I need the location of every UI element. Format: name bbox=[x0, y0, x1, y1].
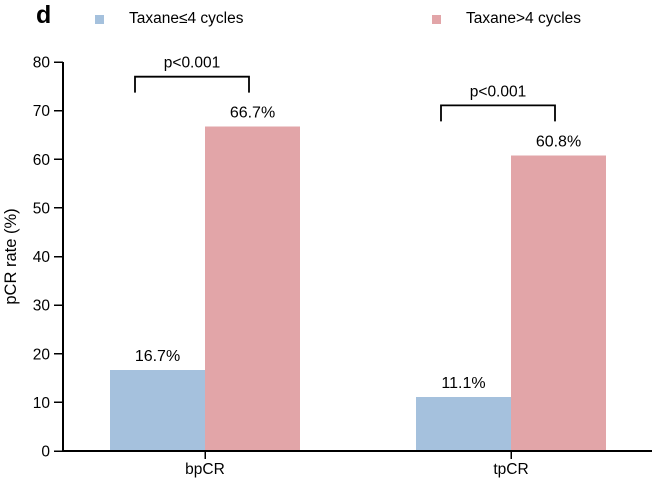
legend-swatch-taxane-gt4 bbox=[432, 14, 441, 24]
bar-bpCR-series-1 bbox=[205, 126, 300, 451]
legend-label-taxane-gt4: Taxane>4 cycles bbox=[466, 10, 582, 27]
panel-label: d bbox=[36, 1, 52, 29]
y-tick-label-20: 20 bbox=[33, 346, 51, 363]
category-label-bpCR: bpCR bbox=[185, 461, 225, 478]
legend-swatch-taxane-le4 bbox=[95, 14, 104, 24]
bar-tpCR-series-0 bbox=[416, 397, 511, 451]
y-tick-label-30: 30 bbox=[33, 298, 51, 315]
significance-label-bpCR: p<0.001 bbox=[164, 55, 220, 72]
y-tick-label-50: 50 bbox=[33, 200, 51, 217]
y-tick-label-80: 80 bbox=[33, 55, 51, 72]
legend-item-taxane-gt4: Taxane>4 cycles bbox=[432, 9, 581, 29]
legend-item-taxane-le4: Taxane≤4 cycles bbox=[95, 9, 243, 29]
y-tick-label-40: 40 bbox=[33, 249, 51, 266]
y-tick-label-60: 60 bbox=[33, 152, 51, 169]
significance-bracket-tpCR bbox=[440, 104, 556, 122]
bar-tpCR-series-1 bbox=[511, 155, 606, 452]
value-label-bpCR-series-0: 16.7% bbox=[135, 348, 180, 365]
value-label-tpCR-series-1: 60.8% bbox=[536, 133, 581, 150]
significance-label-tpCR: p<0.001 bbox=[470, 83, 526, 100]
y-tick-label-10: 10 bbox=[33, 395, 51, 412]
legend-label-taxane-le4: Taxane≤4 cycles bbox=[129, 10, 244, 27]
bar-bpCR-series-0 bbox=[110, 369, 205, 451]
value-label-tpCR-series-0: 11.1% bbox=[441, 375, 485, 392]
significance-bracket-bpCR bbox=[134, 75, 250, 93]
value-label-bpCR-series-1: 66.7% bbox=[230, 105, 275, 122]
y-tick-label-70: 70 bbox=[33, 103, 51, 120]
y-axis-title: pCR rate (%) bbox=[2, 208, 20, 304]
category-label-tpCR: tpCR bbox=[493, 461, 528, 478]
y-tick-label-0: 0 bbox=[41, 444, 50, 461]
